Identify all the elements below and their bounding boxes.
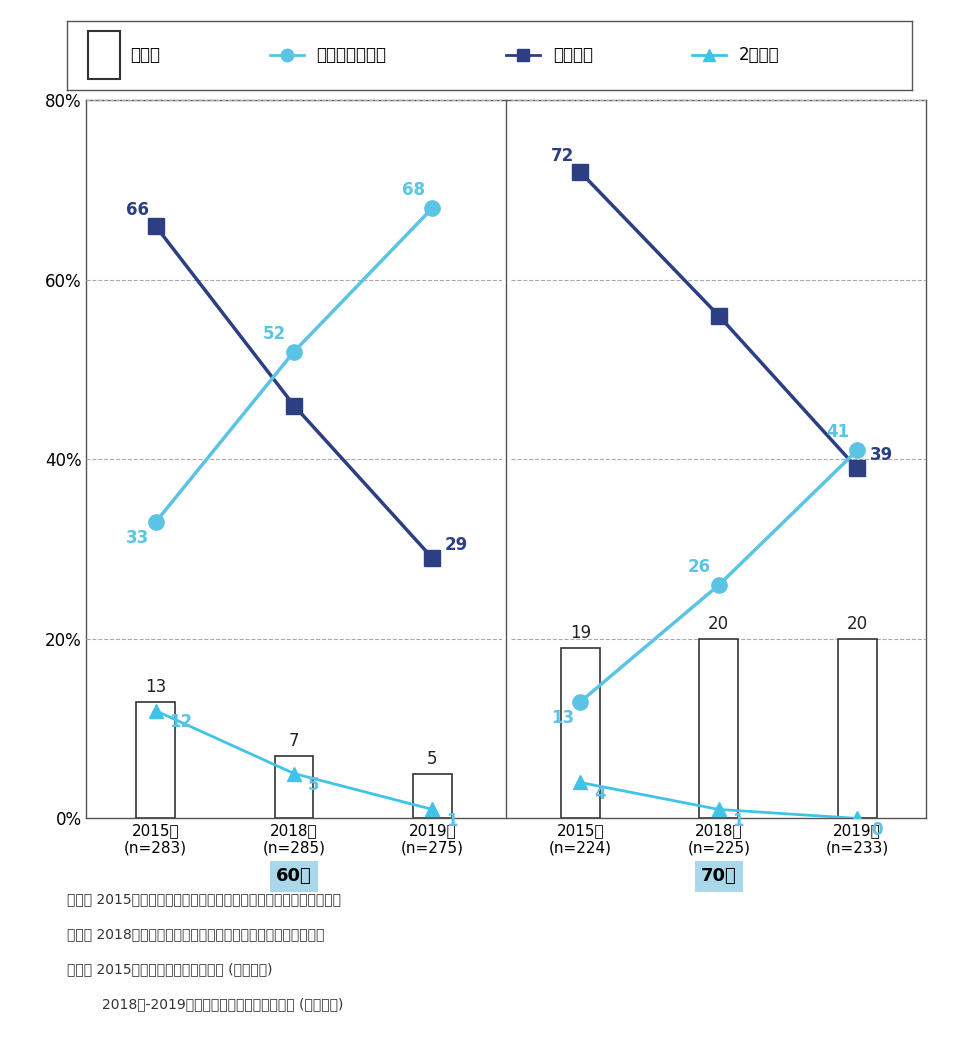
Text: ケータイ: ケータイ: [553, 46, 593, 64]
Text: 19: 19: [570, 624, 591, 642]
Text: 26: 26: [688, 558, 711, 577]
Text: 1: 1: [732, 812, 744, 830]
Bar: [413, 773, 452, 818]
Text: 70代: 70代: [701, 867, 736, 886]
Text: 13: 13: [145, 678, 166, 696]
Text: 13: 13: [551, 709, 574, 727]
Text: 未所有: 未所有: [131, 46, 160, 64]
Bar: [700, 639, 738, 818]
Bar: [136, 701, 175, 818]
Text: 60代: 60代: [276, 867, 312, 886]
Text: 5: 5: [427, 750, 438, 768]
Text: 注１： 2015年の「スマートフォン」はタブレット所有を含み集計。: 注１： 2015年の「スマートフォン」はタブレット所有を含み集計。: [67, 892, 341, 906]
Text: 41: 41: [827, 423, 850, 441]
Text: 出所： 2015年シニアの生活実態調査 (訪問留置): 出所： 2015年シニアの生活実態調査 (訪問留置): [67, 962, 273, 976]
Bar: [838, 639, 876, 818]
Text: 5: 5: [308, 776, 320, 794]
Text: 66: 66: [126, 201, 149, 219]
Text: 56: 56: [730, 306, 753, 325]
Text: 52: 52: [263, 324, 286, 342]
Text: 33: 33: [126, 529, 149, 547]
Text: 1: 1: [446, 812, 458, 830]
Text: 68: 68: [401, 181, 424, 199]
Text: 29: 29: [444, 535, 468, 553]
Text: 20: 20: [847, 616, 868, 634]
Text: 20: 20: [708, 616, 730, 634]
Text: スマートフォン: スマートフォン: [317, 46, 387, 64]
Text: 4: 4: [594, 786, 606, 804]
Text: 2台持ち: 2台持ち: [739, 46, 780, 64]
Text: 0: 0: [871, 822, 882, 840]
Text: 72: 72: [551, 147, 574, 165]
Text: 注２： 2018年は家族で共有して所有している端末を含み集計。: 注２： 2018年は家族で共有して所有している端末を含み集計。: [67, 927, 324, 941]
Bar: [88, 32, 120, 79]
Text: 7: 7: [289, 732, 300, 750]
Text: 2018年-2019年一般向けモバイル動向調査 (訪問留置): 2018年-2019年一般向けモバイル動向調査 (訪問留置): [67, 997, 344, 1011]
Text: 12: 12: [169, 714, 193, 732]
Text: 39: 39: [870, 446, 893, 464]
Bar: [275, 756, 313, 818]
Text: 46: 46: [305, 396, 328, 415]
Bar: [561, 647, 600, 818]
